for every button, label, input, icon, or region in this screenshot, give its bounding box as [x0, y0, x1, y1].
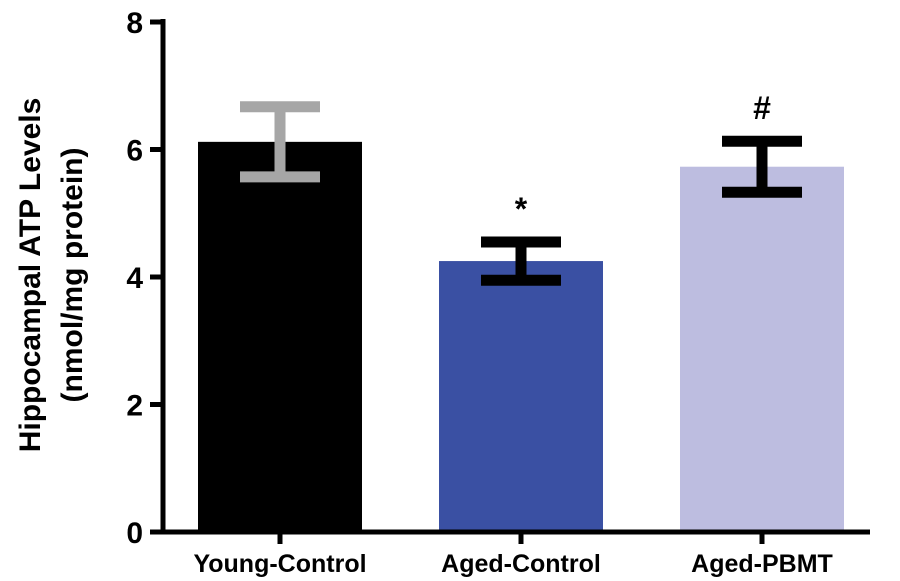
y-axis-title: Hippocampal ATP Levels (nmol/mg protein) — [14, 98, 89, 453]
error-bar-1 — [240, 101, 320, 183]
category-label-2: Aged-Control — [441, 550, 601, 578]
bar-2 — [439, 261, 603, 532]
y-tick-label-1: 2 — [126, 390, 143, 423]
y-tick-label-4: 8 — [126, 7, 143, 40]
y-tick-label-2: 4 — [126, 262, 143, 295]
bar-3 — [680, 166, 844, 532]
y-axis-title-line2: (nmol/mg protein) — [56, 148, 89, 403]
y-tick-label-0: 0 — [126, 517, 143, 550]
y-tick-label-3: 6 — [126, 135, 143, 168]
significance-mark-2: * — [515, 191, 528, 227]
y-axis-title-line1: Hippocampal ATP Levels — [14, 98, 47, 453]
bar-1 — [198, 141, 362, 532]
error-bar-3 — [722, 135, 802, 198]
error-bar-2 — [481, 236, 561, 286]
category-label-3: Aged-PBMT — [691, 550, 833, 578]
category-label-1: Young-Control — [193, 550, 366, 578]
significance-mark-3: # — [753, 90, 771, 126]
